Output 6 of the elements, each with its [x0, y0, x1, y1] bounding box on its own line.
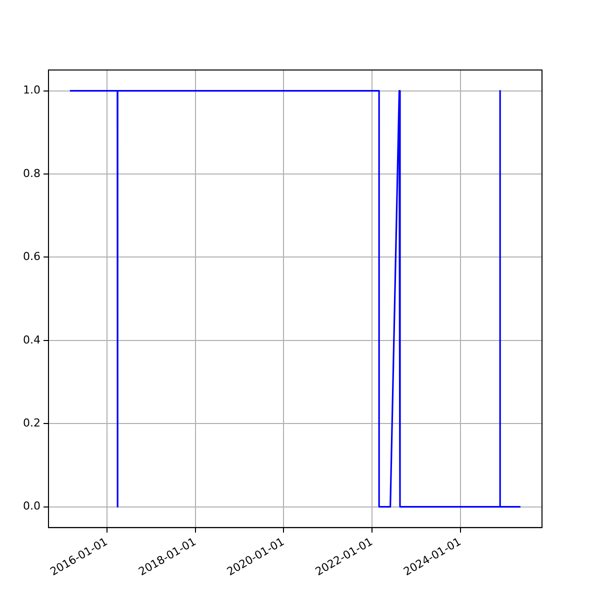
- y-tick-label: 0.0: [22, 500, 40, 513]
- y-tick-label: 1.0: [22, 84, 40, 97]
- y-tick-label: 0.6: [22, 250, 40, 264]
- y-tick-label: 0.8: [22, 166, 40, 180]
- y-tick-label: 0.4: [22, 333, 40, 346]
- y-tick-label: 0.2: [22, 416, 40, 430]
